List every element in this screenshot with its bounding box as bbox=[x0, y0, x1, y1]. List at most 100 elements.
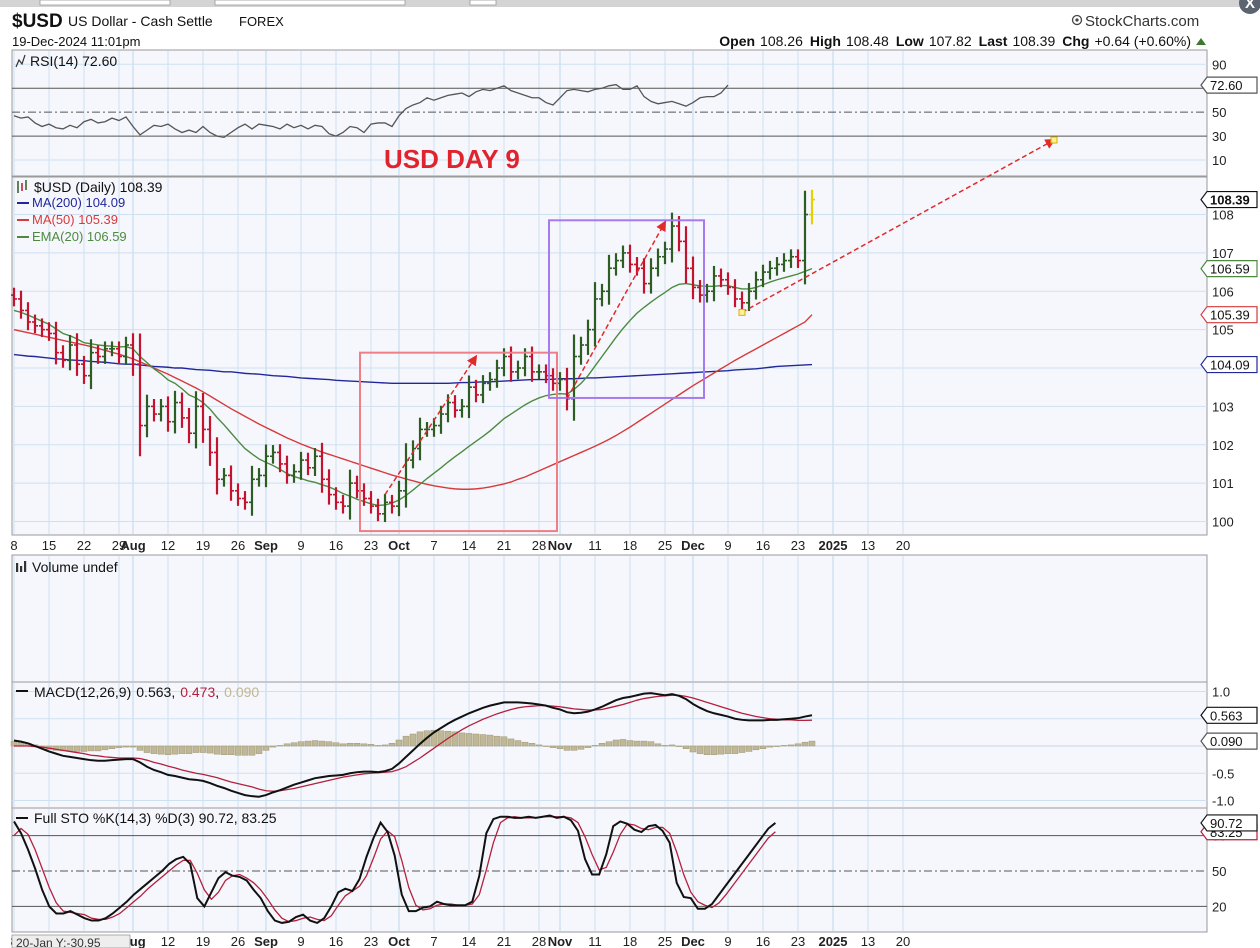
price-bar-down bbox=[305, 452, 311, 476]
price-value-tag-text: 108.39 bbox=[1210, 193, 1250, 208]
rsi-y-tick: 30 bbox=[1212, 129, 1226, 144]
macd-histogram-bar bbox=[87, 745, 95, 752]
price-bar-up bbox=[515, 360, 521, 380]
macd-histogram-bar bbox=[220, 745, 228, 755]
sto-k-value-tag: 90.72 bbox=[1200, 814, 1258, 832]
macd-histogram-bar bbox=[248, 745, 256, 756]
sto-title: Full STO %K(14,3) %D(3) 90.72, 83.25 bbox=[16, 810, 277, 826]
chg-label: Chg bbox=[1062, 33, 1089, 49]
candles-icon bbox=[17, 180, 27, 193]
macd-histogram-bar bbox=[465, 733, 473, 747]
macd-histogram-bar bbox=[346, 743, 354, 747]
price-bar-down bbox=[186, 407, 192, 444]
macd-value-tag: 0.563 bbox=[1200, 706, 1258, 724]
last-value: 108.39 bbox=[1012, 33, 1055, 49]
sto-k-value-tag-text: 90.72 bbox=[1210, 816, 1243, 831]
sto-x-tick: Nov bbox=[548, 934, 573, 948]
macd-histogram-bar bbox=[542, 745, 550, 747]
macd-histogram-bar bbox=[416, 731, 424, 747]
macd-histogram-bar bbox=[612, 739, 620, 747]
price-x-tick: 22 bbox=[77, 538, 91, 553]
price-x-tick: 26 bbox=[231, 538, 245, 553]
macd-histogram-bar bbox=[395, 739, 403, 747]
price-bar-up bbox=[417, 417, 423, 461]
price-bar-down bbox=[326, 469, 332, 505]
sto-x-tick: 21 bbox=[497, 934, 511, 948]
price-bar-up bbox=[655, 248, 661, 277]
macd-histogram-bar bbox=[80, 745, 88, 752]
price-x-tick: 25 bbox=[658, 538, 672, 553]
price-bar-up bbox=[88, 339, 94, 390]
chg-value: +0.64 (+0.60%) bbox=[1094, 33, 1191, 49]
price-bar-up bbox=[221, 468, 227, 487]
price-bar-up bbox=[620, 245, 626, 268]
macd-histogram-bar bbox=[787, 744, 795, 747]
price-value-tag-text: 104.09 bbox=[1210, 358, 1250, 373]
price-bar-up bbox=[158, 398, 164, 422]
sto-x-tick: 26 bbox=[231, 934, 245, 948]
price-bar-down bbox=[11, 287, 17, 307]
price-bar-down bbox=[277, 444, 283, 473]
macd-histogram-bar bbox=[157, 745, 165, 755]
macd-histogram-bar bbox=[171, 745, 179, 755]
macd-histogram-bar bbox=[269, 745, 277, 748]
macd-histogram-bar bbox=[493, 735, 501, 747]
quote-strip: Open 108.26 High 108.48 Low 107.82 Last 108.39 C… bbox=[719, 33, 1206, 49]
price-bar-up bbox=[291, 464, 297, 483]
macd-histogram-bar bbox=[360, 743, 368, 747]
price-legend: MA(200) 104.09 MA(50) 105.39 EMA(20) 106.5… bbox=[17, 195, 127, 244]
copyright-icon bbox=[1071, 14, 1083, 26]
price-bar-up bbox=[599, 283, 605, 307]
arrow-anchor-point bbox=[1050, 136, 1058, 144]
sto-y-tick: 20 bbox=[1212, 899, 1226, 914]
price-bar-up bbox=[494, 359, 500, 388]
sto-x-tick: 2025 bbox=[819, 934, 848, 948]
macd-histogram-bar bbox=[108, 745, 116, 749]
sto-x-tick: 13 bbox=[861, 934, 875, 948]
close-button[interactable]: X bbox=[1239, 0, 1260, 14]
sto-x-tick: 9 bbox=[724, 934, 731, 948]
price-y-tick: 105 bbox=[1212, 323, 1234, 338]
sto-x-tick: Dec bbox=[681, 934, 705, 948]
price-bar-up bbox=[536, 364, 542, 380]
price-bar-up bbox=[592, 282, 598, 347]
price-bar-down bbox=[18, 290, 24, 319]
price-y-tick: 106 bbox=[1212, 284, 1234, 299]
price-bar-up bbox=[606, 254, 612, 305]
price-bar-down bbox=[228, 465, 234, 501]
price-bar-down bbox=[389, 494, 395, 514]
price-value-tag: 105.39 bbox=[1200, 306, 1258, 324]
price-x-tick: 23 bbox=[364, 538, 378, 553]
trend-arrow bbox=[384, 354, 478, 496]
price-bar-down bbox=[39, 318, 45, 338]
price-bar-up bbox=[767, 260, 773, 280]
exchange: FOREX bbox=[239, 14, 284, 29]
crosshair-readout-text: 20-Jan Y:-30.95 bbox=[16, 936, 101, 948]
pink-range-box bbox=[359, 351, 558, 533]
price-bar-down bbox=[214, 437, 220, 495]
macd-histogram-bar bbox=[213, 745, 221, 755]
macd-histogram-bar bbox=[136, 745, 144, 751]
sto-x-tick: Oct bbox=[388, 934, 410, 948]
price-x-tick: Oct bbox=[388, 538, 410, 553]
macd-histogram-bar bbox=[661, 745, 669, 747]
macd-histogram-bar bbox=[367, 744, 375, 747]
macd-histogram-bar bbox=[388, 743, 396, 747]
price-x-tick: 21 bbox=[497, 538, 511, 553]
macd-histogram-bar bbox=[745, 745, 753, 752]
price-x-tick: Dec bbox=[681, 538, 705, 553]
price-bar-down bbox=[179, 392, 185, 428]
macd-histogram-bar bbox=[668, 744, 676, 747]
price-x-tick: 23 bbox=[791, 538, 805, 553]
macd-histogram-bar bbox=[472, 733, 480, 747]
macd-histogram-bar bbox=[234, 745, 242, 756]
sto-x-tick: 23 bbox=[791, 934, 805, 948]
price-bar-up bbox=[788, 249, 794, 268]
price-bar-up bbox=[648, 258, 654, 294]
price-bar-up bbox=[172, 390, 178, 434]
price-x-tick: 13 bbox=[861, 538, 875, 553]
macd-histogram-bar bbox=[556, 745, 564, 749]
macd-value-tag: 0.090 bbox=[1200, 732, 1258, 750]
open-value: 108.26 bbox=[760, 33, 803, 49]
